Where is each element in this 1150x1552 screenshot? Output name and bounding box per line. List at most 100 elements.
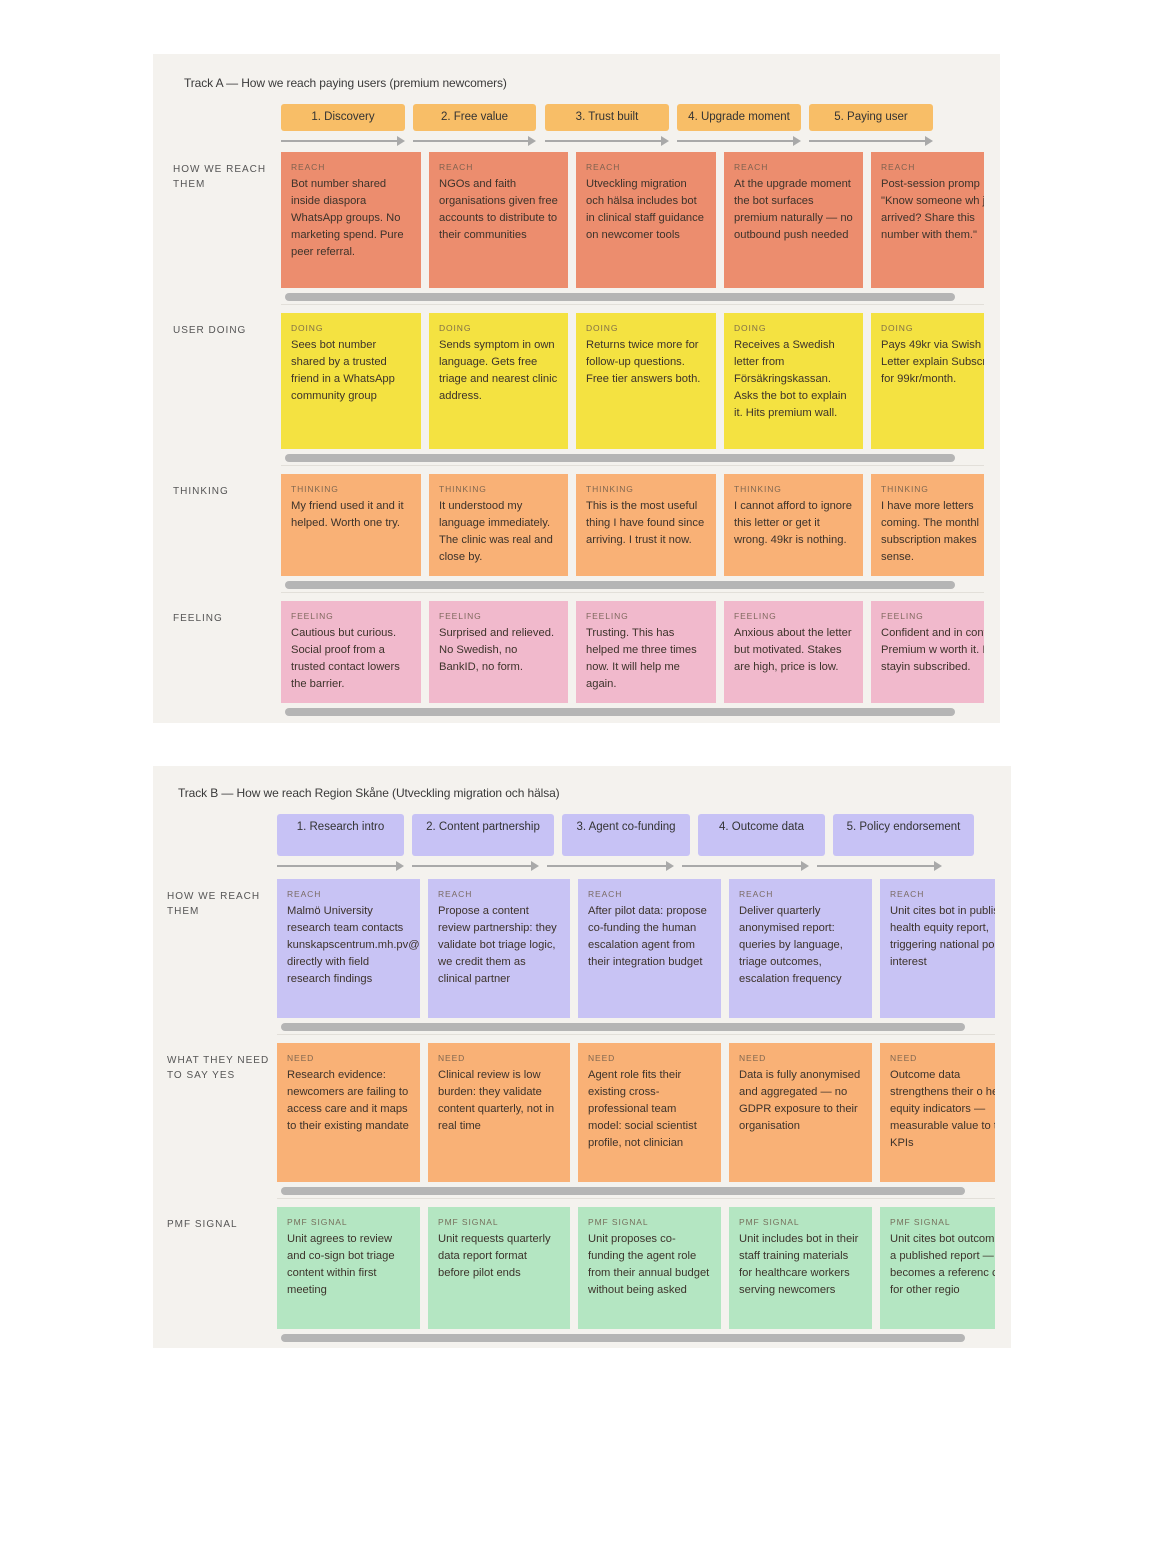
feeling-card[interactable]: FEELING Trusting. This has helped me thre… <box>576 601 716 703</box>
card-text: At the upgrade moment the bot surfaces p… <box>734 178 853 241</box>
reach-card[interactable]: REACH Deliver quarterly anonymised report… <box>729 879 872 1018</box>
card-tag: PMF SIGNAL <box>438 1217 499 1227</box>
track-b-stage-2[interactable]: 2. Content partnership <box>412 814 554 856</box>
feeling-card[interactable]: FEELING Surprised and relieved. No Swedis… <box>429 601 568 703</box>
thinking-card[interactable]: THINKING I cannot afford to ignore this l… <box>724 474 863 576</box>
doing-card[interactable]: DOING Sees bot number shared by a trusted… <box>281 313 421 449</box>
thinking-card[interactable]: THINKING This is the most useful thing I … <box>576 474 716 576</box>
feeling-card[interactable]: FEELING Anxious about the letter but moti… <box>724 601 863 703</box>
card-tag: PMF SIGNAL <box>739 1217 800 1227</box>
reach-card[interactable]: REACH Bot number shared inside diaspora W… <box>281 152 421 288</box>
card-tag: THINKING <box>439 484 487 494</box>
track-b-row-label-need: WHAT THEY NEED TO SAY YES <box>167 1055 270 1081</box>
reach-card[interactable]: REACH Propose a content review partnershi… <box>428 879 570 1018</box>
pmf-card[interactable]: PMF SIGNAL Unit agrees to review and co-s… <box>277 1207 420 1329</box>
reach-card[interactable]: REACH At the upgrade moment the bot surfa… <box>724 152 863 288</box>
divider <box>281 465 984 466</box>
track-b-row-label-pmf: PMF SIGNAL <box>167 1219 238 1230</box>
card-text: Receives a Swedish letter from Försäkrin… <box>734 339 847 419</box>
track-b-lane-need[interactable]: NEED Research evidence: newcomers are fai… <box>277 1043 995 1182</box>
thinking-card[interactable]: THINKING It understood my language immedi… <box>429 474 568 576</box>
need-card[interactable]: NEED Data is fully anonymised and aggrega… <box>729 1043 872 1182</box>
card-text: Unit requests quarterly data report form… <box>438 1233 551 1279</box>
card-tag: PMF SIGNAL <box>287 1217 348 1227</box>
card-tag: THINKING <box>734 484 782 494</box>
track-a-lane-thinking[interactable]: THINKING My friend used it and it helped.… <box>281 474 984 576</box>
card-tag: DOING <box>734 323 767 333</box>
track-a-stage-4[interactable]: 4. Upgrade moment <box>677 104 801 131</box>
card-text: Utveckling migration och hälsa includes … <box>586 178 704 241</box>
track-a-lane-reach[interactable]: REACH Bot number shared inside diaspora W… <box>281 152 984 288</box>
doing-card[interactable]: DOING Pays 49kr via Swish card. Letter ex… <box>871 313 984 449</box>
doing-card[interactable]: DOING Returns twice more for follow-up qu… <box>576 313 716 449</box>
reach-card[interactable]: REACH NGOs and faith organisations given … <box>429 152 568 288</box>
track-a-scrollbar-reach[interactable] <box>285 293 955 301</box>
pmf-card[interactable]: PMF SIGNAL Unit requests quarterly data r… <box>428 1207 570 1329</box>
track-b-arrow-1 <box>277 861 404 871</box>
track-a-row-label-reach: HOW WE REACH THEM <box>173 164 267 190</box>
card-text: Deliver quarterly anonymised report: que… <box>739 905 843 985</box>
track-b-scrollbar-pmf[interactable] <box>281 1334 965 1342</box>
thinking-card[interactable]: THINKING My friend used it and it helped.… <box>281 474 421 576</box>
need-card[interactable]: NEED Outcome data strengthens their o hea… <box>880 1043 995 1182</box>
track-b-stage-3[interactable]: 3. Agent co-funding <box>562 814 690 856</box>
card-tag: REACH <box>586 162 621 172</box>
card-text: Post-session promp "Know someone wh just… <box>881 178 984 241</box>
card-text: Research evidence: newcomers are failing… <box>287 1069 409 1132</box>
track-a-lane-doing[interactable]: DOING Sees bot number shared by a trusted… <box>281 313 984 449</box>
card-text: Unit cites bot outcomes in a published r… <box>890 1233 995 1296</box>
track-a-scrollbar-doing[interactable] <box>285 454 955 462</box>
card-tag: REACH <box>438 889 473 899</box>
need-card[interactable]: NEED Agent role fits their existing cross… <box>578 1043 721 1182</box>
track-b-lane-pmf[interactable]: PMF SIGNAL Unit agrees to review and co-s… <box>277 1207 995 1329</box>
card-tag: THINKING <box>291 484 339 494</box>
track-b-board: Track B — How we reach Region Skåne (Utv… <box>153 766 1011 1348</box>
feeling-card[interactable]: FEELING Confident and in control. Premium… <box>871 601 984 703</box>
pmf-card[interactable]: PMF SIGNAL Unit includes bot in their sta… <box>729 1207 872 1329</box>
card-text: My friend used it and it helped. Worth o… <box>291 500 404 529</box>
track-b-row-label-reach: HOW WE REACH THEM <box>167 891 261 917</box>
track-b-stage-4[interactable]: 4. Outcome data <box>698 814 825 856</box>
reach-card[interactable]: REACH After pilot data: propose co-fundin… <box>578 879 721 1018</box>
divider <box>281 304 984 305</box>
track-a-stage-2[interactable]: 2. Free value <box>413 104 536 131</box>
reach-card[interactable]: REACH Unit cites bot in published health … <box>880 879 995 1018</box>
reach-card[interactable]: REACH Malmö University research team cont… <box>277 879 420 1018</box>
track-b-title: Track B — How we reach Region Skåne (Utv… <box>178 786 560 800</box>
track-a-stage-5[interactable]: 5. Paying user <box>809 104 933 131</box>
track-b-scrollbar-need[interactable] <box>281 1187 965 1195</box>
doing-card[interactable]: DOING Sends symptom in own language. Gets… <box>429 313 568 449</box>
card-tag: NEED <box>588 1053 616 1063</box>
card-text: NGOs and faith organisations given free … <box>439 178 558 241</box>
card-tag: THINKING <box>881 484 929 494</box>
card-text: Confident and in control. Premium w wort… <box>881 627 984 673</box>
track-b-stage-5[interactable]: 5. Policy endorsement <box>833 814 974 856</box>
card-text: It understood my language immediately. T… <box>439 500 553 563</box>
reach-card[interactable]: REACH Utveckling migration och hälsa incl… <box>576 152 716 288</box>
pmf-card[interactable]: PMF SIGNAL Unit cites bot outcomes in a p… <box>880 1207 995 1329</box>
track-a-stage-3[interactable]: 3. Trust built <box>545 104 669 131</box>
track-a-scrollbar-feeling[interactable] <box>285 708 955 716</box>
card-text: Outcome data strengthens their o health … <box>890 1069 995 1149</box>
card-tag: DOING <box>881 323 914 333</box>
track-a-scrollbar-thinking[interactable] <box>285 581 955 589</box>
feeling-card[interactable]: FEELING Cautious but curious. Social proo… <box>281 601 421 703</box>
track-b-lane-reach[interactable]: REACH Malmö University research team cont… <box>277 879 995 1018</box>
track-a-stage-1[interactable]: 1. Discovery <box>281 104 405 131</box>
card-text: Data is fully anonymised and aggregated … <box>739 1069 861 1132</box>
card-tag: REACH <box>890 889 925 899</box>
track-b-stage-1[interactable]: 1. Research intro <box>277 814 404 856</box>
track-b-scrollbar-reach[interactable] <box>281 1023 965 1031</box>
pmf-card[interactable]: PMF SIGNAL Unit proposes co-funding the a… <box>578 1207 721 1329</box>
card-text: Clinical review is low burden: they vali… <box>438 1069 555 1132</box>
thinking-card[interactable]: THINKING I have more letters coming. The … <box>871 474 984 576</box>
doing-card[interactable]: DOING Receives a Swedish letter from Förs… <box>724 313 863 449</box>
card-tag: REACH <box>588 889 623 899</box>
need-card[interactable]: NEED Clinical review is low burden: they … <box>428 1043 570 1182</box>
card-tag: NEED <box>438 1053 466 1063</box>
track-a-lane-feeling[interactable]: FEELING Cautious but curious. Social proo… <box>281 601 984 703</box>
reach-card[interactable]: REACH Post-session promp "Know someone wh… <box>871 152 984 288</box>
card-text: Trusting. This has helped me three times… <box>586 627 697 690</box>
need-card[interactable]: NEED Research evidence: newcomers are fai… <box>277 1043 420 1182</box>
card-text: Unit includes bot in their staff trainin… <box>739 1233 859 1296</box>
